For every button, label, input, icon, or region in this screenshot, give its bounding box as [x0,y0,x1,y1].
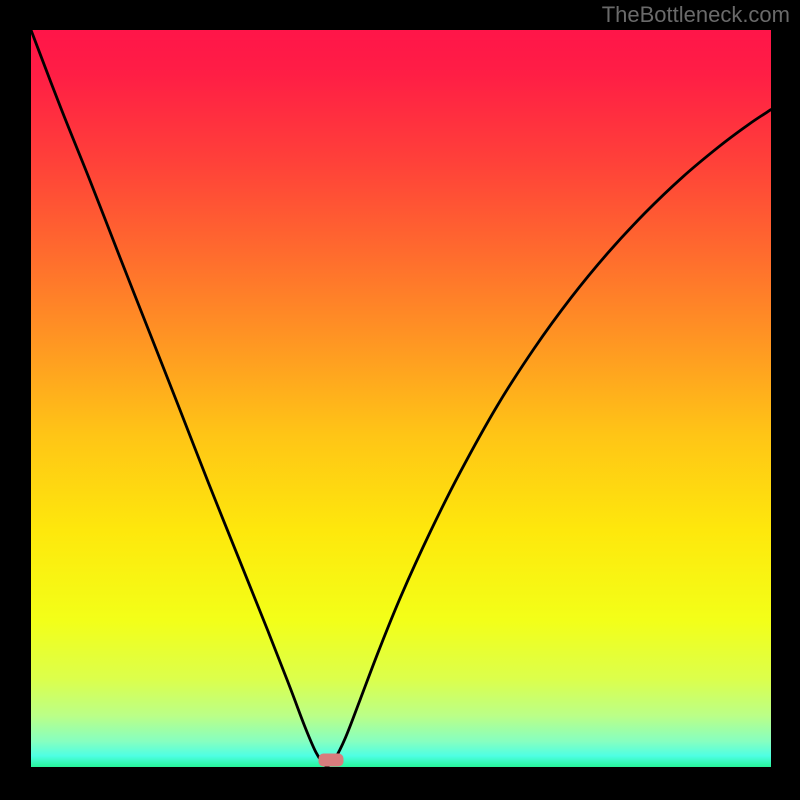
plot-area [31,30,771,767]
curve-path [31,30,771,767]
watermark-text: TheBottleneck.com [602,2,790,28]
minimum-marker [318,753,343,766]
v-curve [31,30,771,767]
chart-container: TheBottleneck.com [0,0,800,800]
